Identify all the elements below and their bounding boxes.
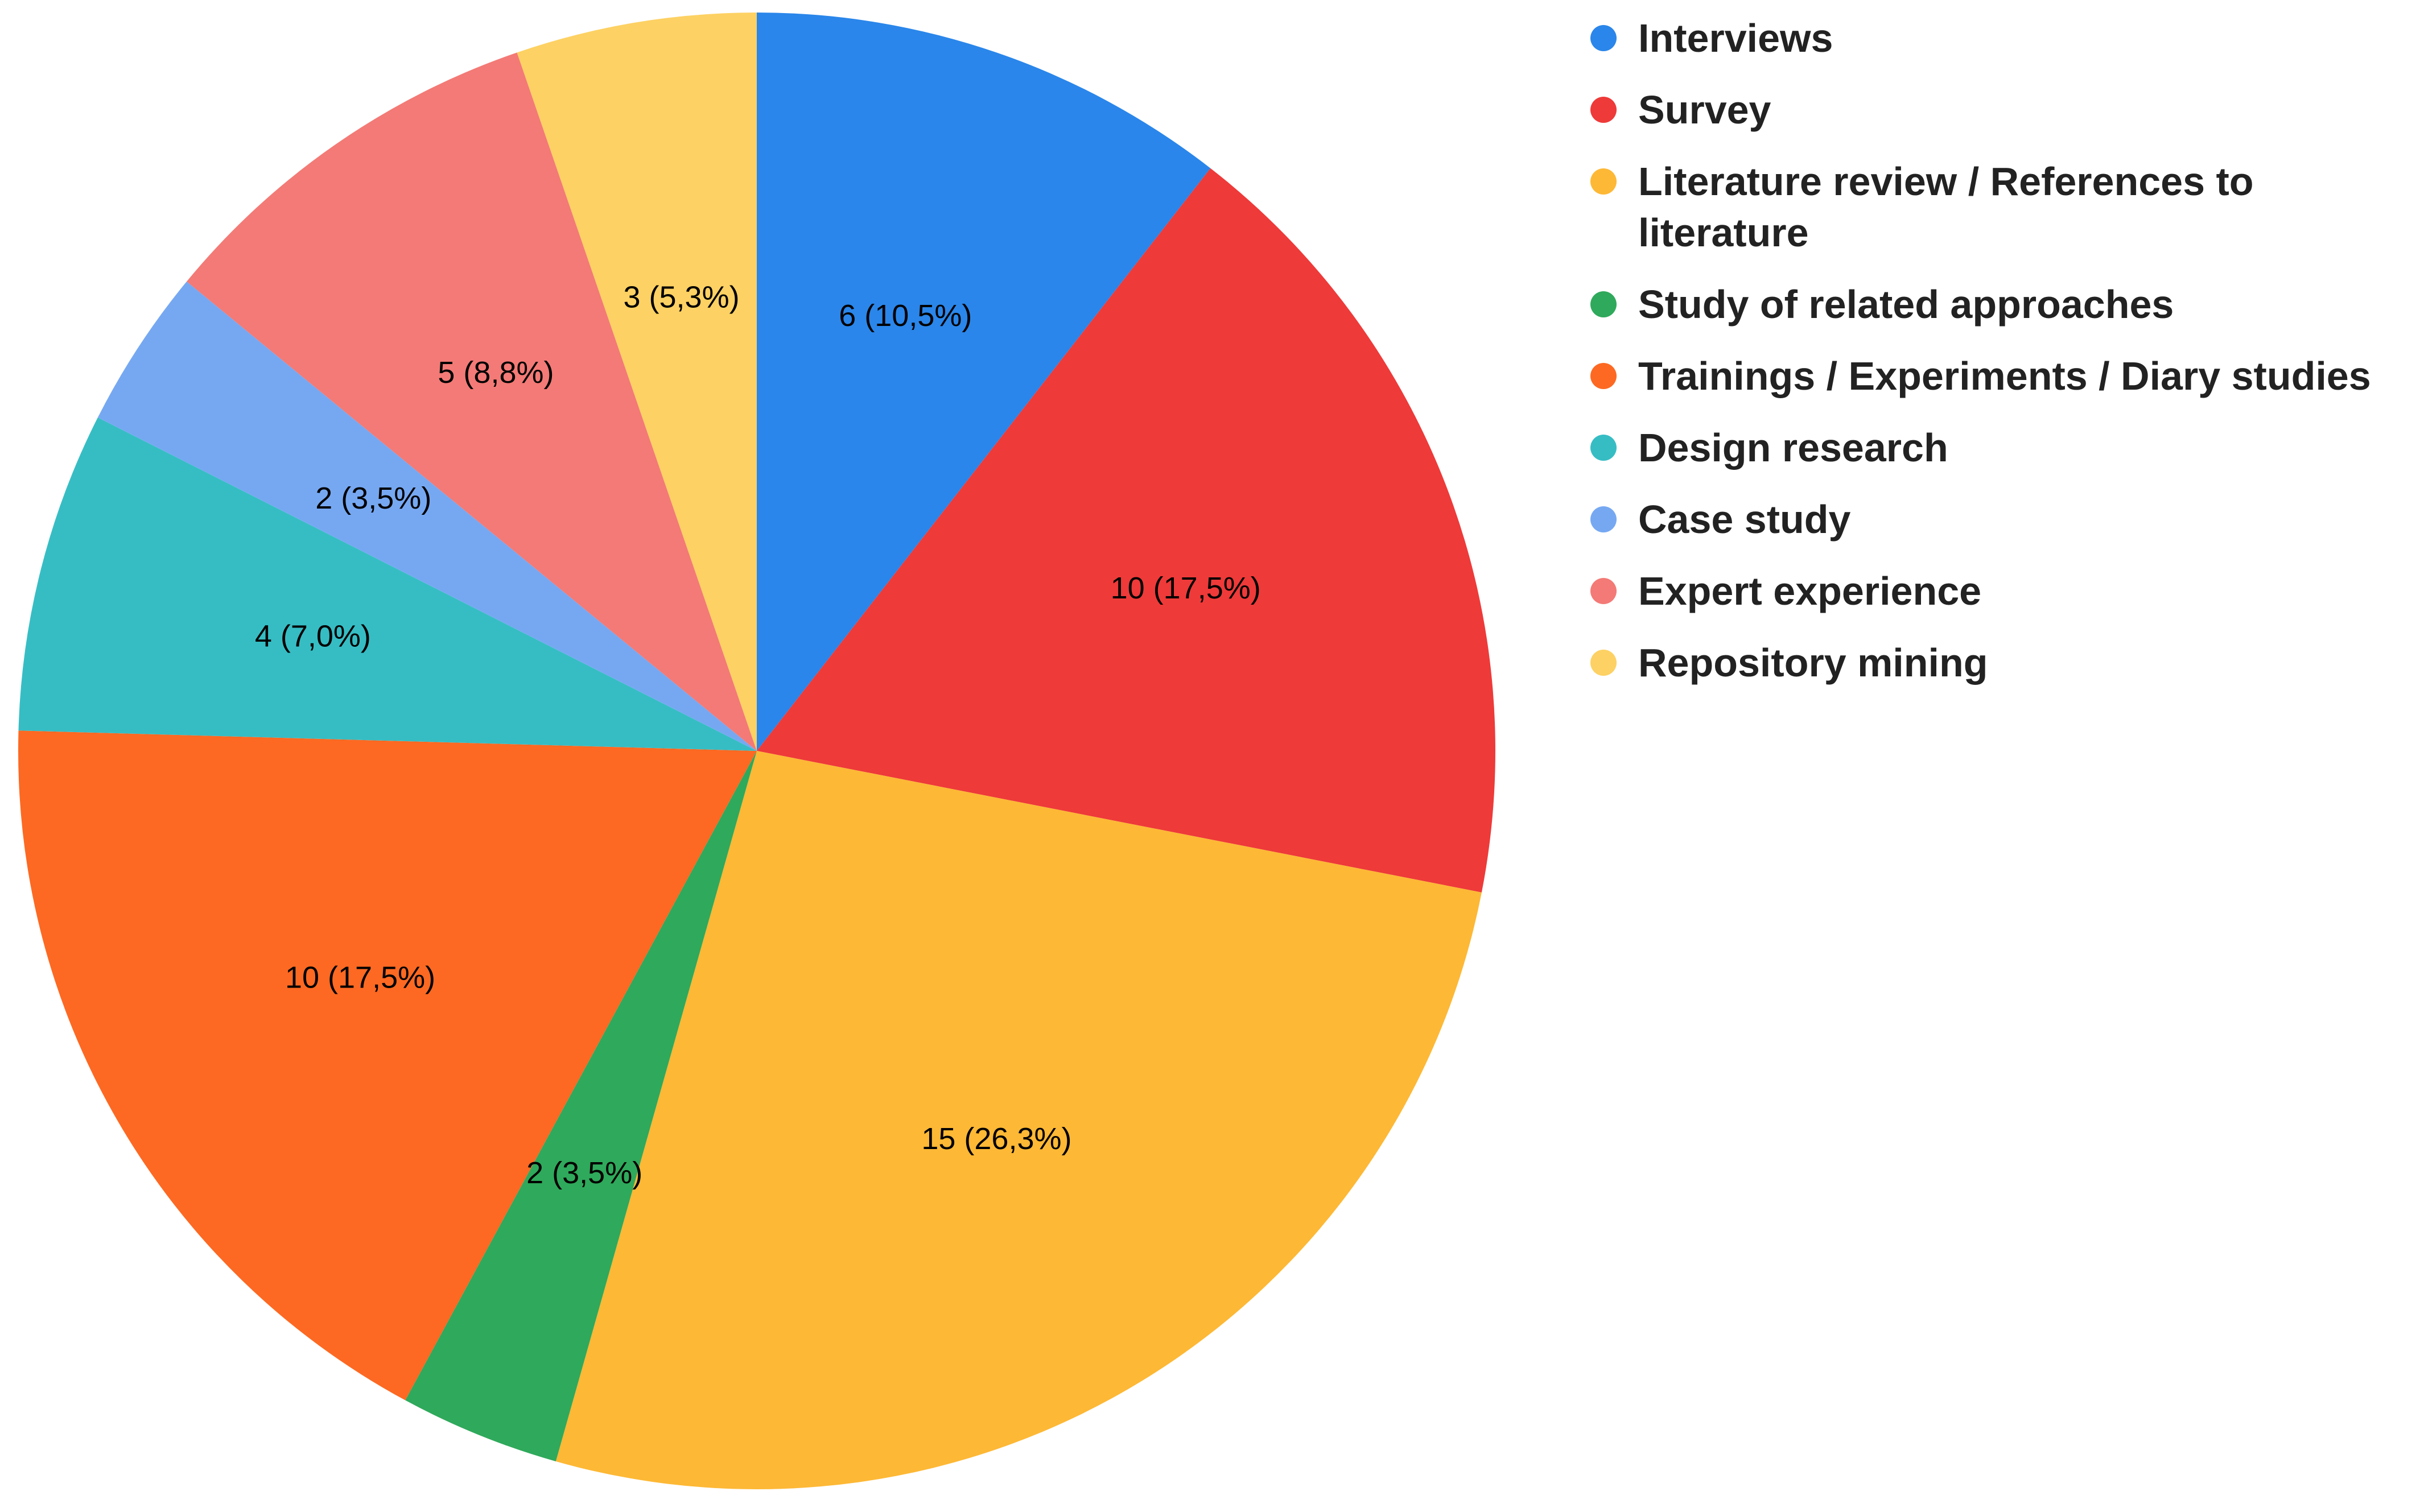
legend-label: Survey <box>1638 88 1771 132</box>
data-label-study-of-related-approaches: 2 (3,5%) <box>526 1156 642 1190</box>
legend-label: Design research <box>1638 425 1948 470</box>
pie-slice-study-of-related-approaches <box>405 751 757 1462</box>
legend-entry-design-research: Design research <box>1590 422 2410 473</box>
legend-label: Interviews <box>1638 16 1833 60</box>
data-label-literature-review-references-to-literature: 15 (26,3%) <box>921 1122 1071 1156</box>
data-label-case-study: 2 (3,5%) <box>315 481 431 515</box>
data-label-expert-experience: 5 (8,8%) <box>438 356 554 390</box>
legend-swatch-icon <box>1590 168 1617 195</box>
legend-entry-survey: Survey <box>1590 84 2410 135</box>
legend-label: Case study <box>1638 497 1851 542</box>
pie-slice-literature-review-references-to-literature <box>555 751 1482 1489</box>
data-label-design-research: 4 (7,0%) <box>255 619 371 654</box>
data-label-repository-mining: 3 (5,3%) <box>623 280 739 314</box>
pie-slice-interviews <box>757 13 1211 751</box>
data-label-trainings-experiments-diary-studies: 10 (17,5%) <box>285 961 435 995</box>
pie-slice-expert-experience <box>187 52 757 751</box>
pie-slice-design-research <box>18 417 757 751</box>
pie-slice-survey <box>757 168 1495 893</box>
legend-swatch-icon <box>1590 650 1617 676</box>
legend-entry-trainings-experiments-diary-studies: Trainings / Experiments / Diary studies <box>1590 350 2410 402</box>
legend-entry-repository-mining: Repository mining <box>1590 637 2410 688</box>
legend-entry-case-study: Case study <box>1590 494 2410 545</box>
legend-label: Repository mining <box>1638 641 1988 685</box>
legend-swatch-icon <box>1590 291 1617 317</box>
pie-slice-repository-mining <box>517 13 757 751</box>
pie-slice-case-study <box>97 281 757 751</box>
legend-entry-literature-review-references-to-literature: Literature review / References to litera… <box>1590 156 2410 258</box>
legend-label: Literature review / References to litera… <box>1638 159 2254 255</box>
pie-data-labels: 6 (10,5%) 10 (17,5%) 15 (26,3%) 2 (3,5%) 10 … <box>255 280 1261 1189</box>
legend-entry-study-of-related-approaches: Study of related approaches <box>1590 279 2410 330</box>
legend-swatch-icon <box>1590 25 1617 51</box>
legend-entry-expert-experience: Expert experience <box>1590 565 2410 617</box>
legend-swatch-icon <box>1590 363 1617 389</box>
data-label-survey: 10 (17,5%) <box>1111 571 1261 605</box>
legend-label: Expert experience <box>1638 569 1982 613</box>
legend-label: Trainings / Experiments / Diary studies <box>1638 354 2371 398</box>
legend-entry-interviews: Interviews <box>1590 13 2410 64</box>
legend-swatch-icon <box>1590 435 1617 461</box>
data-label-interviews: 6 (10,5%) <box>839 299 972 333</box>
pie-slice-trainings-experiments-diary-studies <box>18 730 757 1401</box>
pie-slices <box>18 13 1495 1489</box>
legend-swatch-icon <box>1590 506 1617 532</box>
legend-label: Study of related approaches <box>1638 282 2174 327</box>
legend-swatch-icon <box>1590 578 1617 604</box>
legend-swatch-icon <box>1590 97 1617 123</box>
legend: Interviews Survey Literature review / Refe… <box>1590 13 2410 709</box>
